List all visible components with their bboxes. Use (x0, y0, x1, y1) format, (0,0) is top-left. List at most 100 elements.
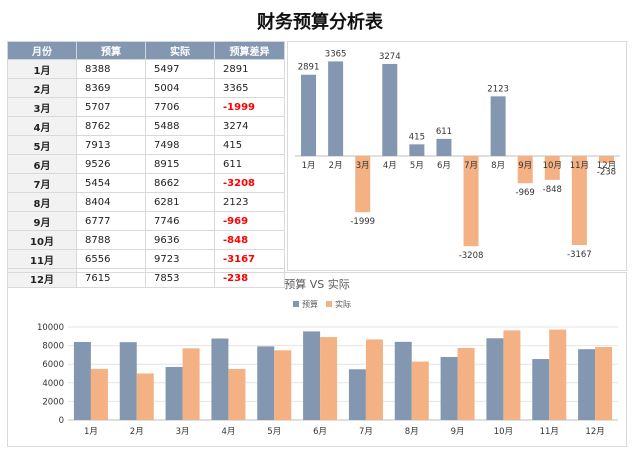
budget-bar (578, 349, 596, 420)
table-row: 1月 8388 5497 2891 (7, 59, 285, 79)
month-cell: 8月 (7, 192, 77, 212)
actual-cell: 5488 (145, 116, 215, 136)
budget-cell: 8369 (76, 78, 146, 98)
variance-x-tick-label: 1月 (302, 161, 316, 171)
x-tick-label: 11月 (540, 427, 559, 437)
variance-data-label: 3274 (379, 52, 401, 62)
variance-data-label: 3365 (325, 49, 347, 59)
x-tick-label: 10月 (494, 427, 513, 437)
table-row: 3月 5707 7706 -1999 (7, 97, 285, 117)
variance-x-tick-label: 12月 (597, 161, 616, 171)
variance-bar (463, 156, 479, 247)
budget-bar (303, 331, 321, 420)
actual-cell: 5497 (145, 59, 215, 79)
budget-bar (440, 356, 458, 420)
actual-bar (320, 337, 338, 420)
actual-bar (228, 368, 246, 420)
legend-swatch (293, 301, 299, 307)
variance-bar (571, 156, 587, 246)
month-cell: 11月 (7, 249, 77, 269)
variance-data-label: -1999 (350, 217, 375, 227)
y-tick-label: 2000 (42, 397, 64, 407)
header-budget: 预算 (76, 41, 146, 60)
variance-x-tick-label: 9月 (518, 161, 532, 171)
actual-bar (90, 368, 108, 420)
month-cell: 10月 (7, 230, 77, 250)
legend-swatch (326, 301, 332, 307)
variance-bar (544, 156, 560, 180)
budget-vs-actual-chart-panel: 预算 VS 实际 预算 实际 0 2000 4000 6000 8000 10000 1月 2月 3月… (7, 272, 627, 447)
x-tick-label: 12月 (585, 427, 604, 437)
actual-cell: 5004 (145, 78, 215, 98)
budget-cell: 6556 (76, 249, 146, 269)
month-cell: 12月 (7, 268, 77, 288)
budget-bar (211, 338, 229, 420)
variance-data-label: 415 (409, 132, 425, 142)
table-row: 7月 5454 8662 -3208 (7, 173, 285, 193)
variance-data-label: -969 (516, 188, 535, 198)
budget-cell: 8762 (76, 116, 146, 136)
diff-cell: 415 (214, 135, 285, 155)
variance-bar (328, 61, 344, 156)
y-tick-label: 6000 (42, 360, 64, 370)
variance-data-label: -848 (543, 185, 562, 195)
header-actual: 实际 (145, 41, 215, 60)
variance-x-tick-label: 4月 (383, 161, 397, 171)
legend-label: 实际 (335, 299, 351, 309)
actual-cell: 8915 (145, 154, 215, 174)
header-month: 月份 (7, 41, 77, 60)
actual-cell: 9723 (145, 249, 215, 269)
budget-bar (532, 359, 550, 420)
variance-bar (517, 156, 533, 184)
x-tick-label: 8月 (405, 427, 419, 437)
diff-cell: -3208 (214, 173, 285, 193)
actual-bar (136, 373, 154, 420)
variance-chart-panel: 2891 1月 3365 2月 -1999 3月 3274 4月 415 5月 611 6月 -3208… (287, 41, 627, 271)
header-diff: 预算差异 (214, 41, 285, 60)
month-cell: 3月 (7, 97, 77, 117)
budget-bar (73, 341, 91, 420)
variance-data-label: -238 (597, 168, 616, 178)
variance-x-tick-label: 11月 (570, 161, 589, 171)
chart-title: 预算 VS 实际 (284, 277, 350, 291)
x-tick-label: 9月 (451, 427, 465, 437)
variance-data-label: -3208 (459, 251, 484, 261)
table-row: 6月 9526 8915 611 (7, 154, 285, 174)
actual-cell: 6281 (145, 192, 215, 212)
actual-bar (182, 348, 200, 420)
y-tick-label: 4000 (42, 379, 64, 389)
x-tick-label: 7月 (359, 427, 373, 437)
month-cell: 6月 (7, 154, 77, 174)
budget-bar (119, 342, 137, 420)
budget-cell: 5707 (76, 97, 146, 117)
budget-table: 月份 预算 实际 预算差异 1月 8388 5497 2891 2月 8369 5004 33… (7, 41, 285, 288)
actual-cell: 7706 (145, 97, 215, 117)
diff-cell: -848 (214, 230, 285, 250)
variance-data-label: 2123 (487, 84, 509, 94)
table-row: 11月 6556 9723 -3167 (7, 249, 285, 269)
diff-cell: -3167 (214, 249, 285, 269)
variance-data-label: 611 (436, 127, 452, 137)
table-row: 2月 8369 5004 3365 (7, 78, 285, 98)
budget-bar (486, 338, 504, 420)
actual-bar (411, 361, 429, 420)
variance-data-label: -3167 (567, 250, 592, 260)
table-row: 8月 8404 6281 2123 (7, 192, 285, 212)
page-title: 财务预算分析表 (257, 12, 383, 33)
diff-cell: -969 (214, 211, 285, 231)
budget-cell: 8388 (76, 59, 146, 79)
variance-bar (355, 156, 371, 213)
y-tick-label: 10000 (37, 323, 64, 333)
x-tick-label: 3月 (176, 427, 190, 437)
variance-bar (490, 96, 506, 156)
diff-cell: 3274 (214, 116, 285, 136)
variance-bar (598, 156, 614, 163)
variance-x-tick-label: 6月 (437, 161, 451, 171)
actual-bar (595, 346, 613, 420)
budget-cell: 5454 (76, 173, 146, 193)
actual-bar (457, 347, 475, 420)
actual-cell: 9636 (145, 230, 215, 250)
variance-bar (409, 144, 425, 156)
month-cell: 1月 (7, 59, 77, 79)
